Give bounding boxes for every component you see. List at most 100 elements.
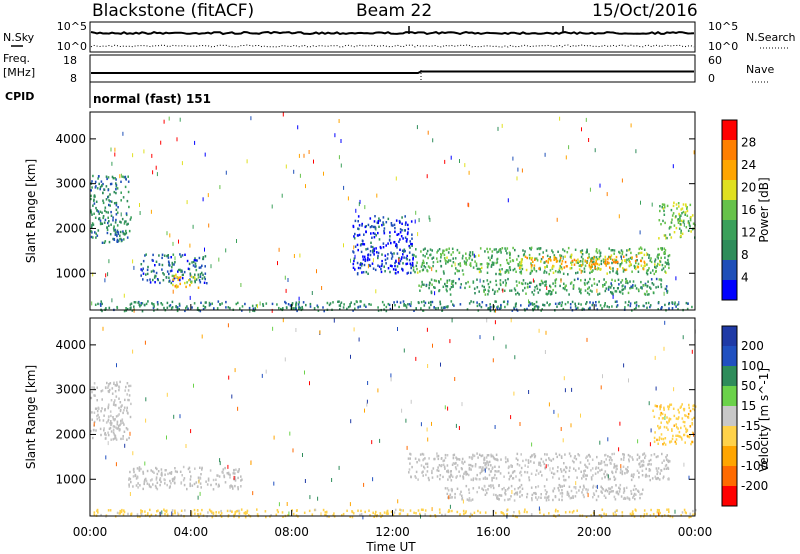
- power-echo-cell: [506, 247, 509, 250]
- velocity-echo-cell: [233, 469, 235, 472]
- power-speckle-cell: [568, 145, 570, 150]
- velocity-echo-cell: [488, 460, 491, 464]
- power-echo-cell: [349, 303, 351, 306]
- velocity-echo-region: [407, 452, 671, 482]
- power-echo-cell: [525, 268, 528, 272]
- power-echo-cell: [124, 185, 127, 189]
- power-echo-cell: [496, 290, 499, 293]
- power-echo-cell: [102, 182, 104, 186]
- velocity-echo-cell: [654, 431, 656, 434]
- power-echo-cell: [386, 257, 389, 260]
- velocity-echo-cell: [134, 473, 137, 477]
- velocity-echo-cell: [109, 410, 112, 413]
- power-echo-cell: [408, 258, 411, 262]
- velocity-echo-cell: [672, 407, 675, 410]
- power-echo-cell: [397, 233, 400, 236]
- velocity-echo-cell: [668, 420, 670, 423]
- velocity-echo-cell: [543, 485, 546, 488]
- velocity-echo-cell: [173, 478, 176, 481]
- velocity-echo-cell: [623, 456, 625, 459]
- power-y-tick-label: 2000: [55, 221, 86, 235]
- velocity-speckle-cell: [571, 387, 573, 392]
- velocity-echo-cell: [561, 495, 563, 498]
- velocity-echo-cell: [492, 486, 495, 490]
- power-echo-cell: [661, 268, 663, 272]
- velocity-speckle-cell: [494, 320, 496, 325]
- power-echo-cell: [581, 253, 584, 256]
- velocity-echo-cell: [645, 473, 647, 476]
- velocity-echo-cell: [478, 453, 481, 456]
- velocity-echo-cell: [642, 488, 644, 491]
- velocity-echo-cell: [407, 457, 410, 460]
- power-echo-cell: [188, 279, 190, 282]
- velocity-echo-cell: [510, 465, 513, 468]
- power-speckle-cell: [210, 264, 212, 269]
- velocity-echo-cell: [434, 457, 436, 461]
- power-echo-cell: [399, 248, 401, 251]
- power-echo-cell: [666, 291, 669, 294]
- power-speckle-cell: [562, 255, 564, 260]
- velocity-echo-cell: [539, 470, 542, 473]
- power-echo-cell: [463, 260, 466, 263]
- power-echo-cell: [94, 216, 97, 219]
- velocity-echo-cell: [477, 509, 479, 513]
- power-echo-cell: [367, 272, 369, 275]
- power-speckle-cell: [585, 117, 587, 122]
- velocity-y-tick-label: 4000: [55, 338, 86, 352]
- power-echo-cell: [673, 224, 676, 227]
- velocity-echo-cell: [157, 509, 159, 512]
- velocity-echo-cell: [679, 406, 682, 409]
- power-echo-cell: [476, 278, 478, 281]
- velocity-echo-cell: [546, 453, 548, 456]
- power-echo-cell: [415, 307, 417, 310]
- power-echo-cell: [479, 268, 481, 271]
- velocity-echo-cell: [490, 484, 492, 487]
- velocity-echo-cell: [130, 480, 132, 484]
- power-echo-cell: [633, 308, 636, 311]
- velocity-echo-cell: [442, 459, 444, 463]
- power-echo-cell: [587, 280, 590, 284]
- power-echo-cell: [180, 255, 182, 258]
- power-echo-cell: [482, 280, 485, 283]
- velocity-echo-cell: [383, 511, 386, 514]
- power-echo-cell: [499, 307, 501, 310]
- power-echo-cell: [430, 300, 432, 304]
- power-echo-cell: [117, 239, 120, 243]
- velocity-echo-cell: [426, 465, 429, 468]
- power-echo-cell: [625, 261, 628, 264]
- velocity-echo-cell: [642, 460, 645, 464]
- velocity-echo-cell: [638, 471, 640, 474]
- power-echo-cell: [519, 266, 522, 269]
- power-echo-cell: [656, 264, 658, 268]
- power-echo-cell: [141, 302, 144, 305]
- power-echo-cell: [380, 264, 383, 268]
- velocity-echo-region: [90, 380, 132, 441]
- velocity-echo-cell: [625, 467, 627, 471]
- power-echo-cell: [225, 300, 227, 304]
- power-echo-cell: [536, 247, 539, 251]
- velocity-echo-cell: [207, 479, 210, 482]
- power-echo-cell: [161, 253, 164, 256]
- power-echo-cell: [130, 306, 132, 309]
- velocity-echo-cell: [428, 457, 430, 460]
- power-echo-cell: [521, 264, 523, 267]
- power-echo-cell: [591, 284, 593, 287]
- velocity-echo-cell: [678, 411, 680, 414]
- velocity-echo-cell: [359, 513, 361, 517]
- velocity-echo-cell: [597, 466, 600, 470]
- power-echo-cell: [591, 290, 593, 293]
- power-echo-cell: [415, 264, 418, 268]
- power-speckle-cell: [428, 215, 430, 220]
- power-echo-cell: [103, 188, 106, 191]
- velocity-echo-cell: [234, 512, 236, 516]
- power-echo-cell: [123, 222, 126, 225]
- power-echo-cell: [685, 301, 688, 305]
- velocity-colorbar-segment: [722, 466, 737, 486]
- power-echo-cell: [661, 206, 663, 209]
- power-echo-cell: [412, 264, 414, 267]
- velocity-colorbar-label: Velocity [m s^-1]: [757, 368, 771, 472]
- power-echo-cell: [142, 272, 145, 275]
- power-echo-cell: [537, 291, 540, 294]
- velocity-echo-cell: [620, 495, 623, 498]
- velocity-echo-cell: [527, 459, 530, 462]
